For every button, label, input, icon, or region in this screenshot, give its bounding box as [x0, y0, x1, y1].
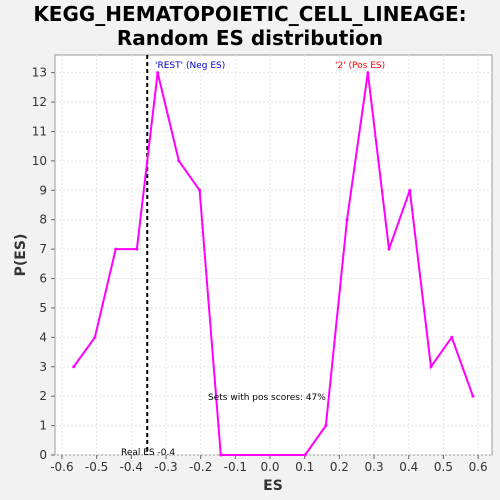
y-tick-label: 13 [32, 66, 47, 80]
series-point [303, 453, 307, 457]
x-tick-label: 0.5 [434, 460, 453, 474]
y-tick-label: 9 [39, 183, 47, 197]
chart-title: KEGG_HEMATOPOIETIC_CELL_LINEAGE: Random … [0, 2, 500, 50]
series-point [387, 247, 391, 251]
series-point [345, 218, 349, 222]
pos-scores-annotation: Sets with pos scores: 47% [208, 393, 326, 403]
x-axis-label: ES [263, 478, 283, 494]
x-tick-label: 0.3 [365, 460, 384, 474]
x-tick-label: 0.1 [295, 460, 314, 474]
y-tick-label: 1 [39, 419, 47, 433]
series-point [429, 365, 433, 369]
series-point [366, 71, 370, 75]
y-tick-label: 6 [39, 272, 47, 286]
plot-area [54, 54, 493, 456]
y-tick-label: 3 [39, 360, 47, 374]
series-point [198, 188, 202, 192]
axis-ticks: -0.6 -0.5 -0.4 -0.3 -0.2 -0.1 0.0 0.1 0.2 0.3 0.4 0… [32, 66, 488, 474]
series-point [471, 394, 475, 398]
x-tick-label: -0.6 [50, 460, 73, 474]
x-tick-label: 0.2 [330, 460, 349, 474]
y-tick-label: 2 [39, 389, 47, 403]
y-tick-label: 10 [32, 154, 47, 168]
series-points [72, 71, 475, 457]
y-tick-label: 11 [32, 124, 47, 138]
x-tick-label: -0.2 [189, 460, 212, 474]
y-tick-label: 12 [32, 95, 47, 109]
pos-es-label: '2' (Pos ES) [335, 61, 385, 71]
series-point [156, 71, 160, 75]
y-tick-label: 5 [39, 301, 47, 315]
y-axis-label: P(ES) [13, 234, 29, 277]
x-tick-label: -0.3 [154, 460, 177, 474]
series-point [450, 335, 454, 339]
grid [55, 55, 492, 456]
y-tick-label: 7 [39, 242, 47, 256]
neg-es-label: 'REST' (Neg ES) [155, 61, 225, 71]
series-point [408, 188, 412, 192]
x-tick-label: -0.4 [120, 460, 143, 474]
y-tick-label: 0 [39, 448, 47, 462]
series-point [72, 365, 76, 369]
series-point [219, 453, 223, 457]
series-point [135, 247, 139, 251]
x-tick-label: 0.0 [260, 460, 279, 474]
series-point [177, 159, 181, 163]
series-point [324, 424, 328, 428]
x-tick-label: 0.6 [469, 460, 488, 474]
x-tick-label: 0.4 [399, 460, 418, 474]
chart-title-line-1: KEGG_HEMATOPOIETIC_CELL_LINEAGE: [33, 2, 467, 26]
x-tick-label: -0.1 [224, 460, 247, 474]
series-point [93, 335, 97, 339]
x-tick-label: -0.5 [85, 460, 108, 474]
chart-title-line-2: Random ES distribution [116, 26, 384, 50]
y-tick-label: 4 [39, 330, 47, 344]
series-point [114, 247, 118, 251]
y-tick-label: 8 [39, 213, 47, 227]
real-es-label: Real ES -0.4 [121, 448, 175, 458]
